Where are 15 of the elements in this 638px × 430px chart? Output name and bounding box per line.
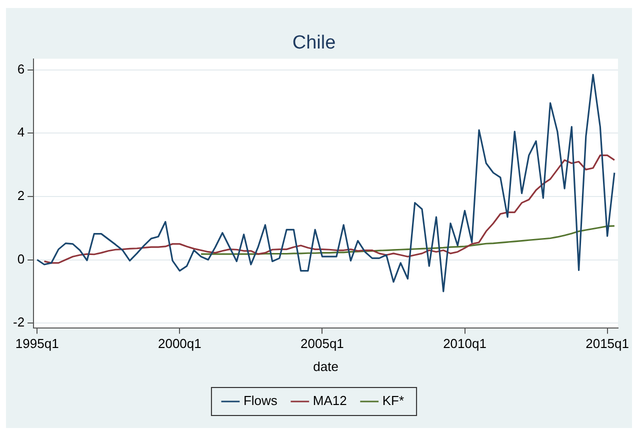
- x-tick-label: 2000q1: [158, 336, 202, 352]
- x-axis-title: date: [313, 358, 338, 374]
- legend-label: Flows: [243, 393, 278, 408]
- x-tick-label: 2010q1: [443, 336, 486, 352]
- x-tick-label: 1995q1: [15, 336, 59, 352]
- y-tick-label: -2: [12, 314, 25, 330]
- chart-title: Chile: [292, 32, 336, 54]
- legend-label: KF*: [382, 393, 404, 408]
- y-tick-label: 2: [17, 188, 25, 204]
- y-tick-label: 4: [17, 124, 25, 140]
- legend-label: MA12: [312, 393, 347, 408]
- y-tick-label: 0: [17, 251, 25, 266]
- x-tick-label: 2005q1: [300, 336, 344, 352]
- x-tick-label: 2015q1: [586, 336, 630, 352]
- y-tick-label: 6: [17, 61, 25, 76]
